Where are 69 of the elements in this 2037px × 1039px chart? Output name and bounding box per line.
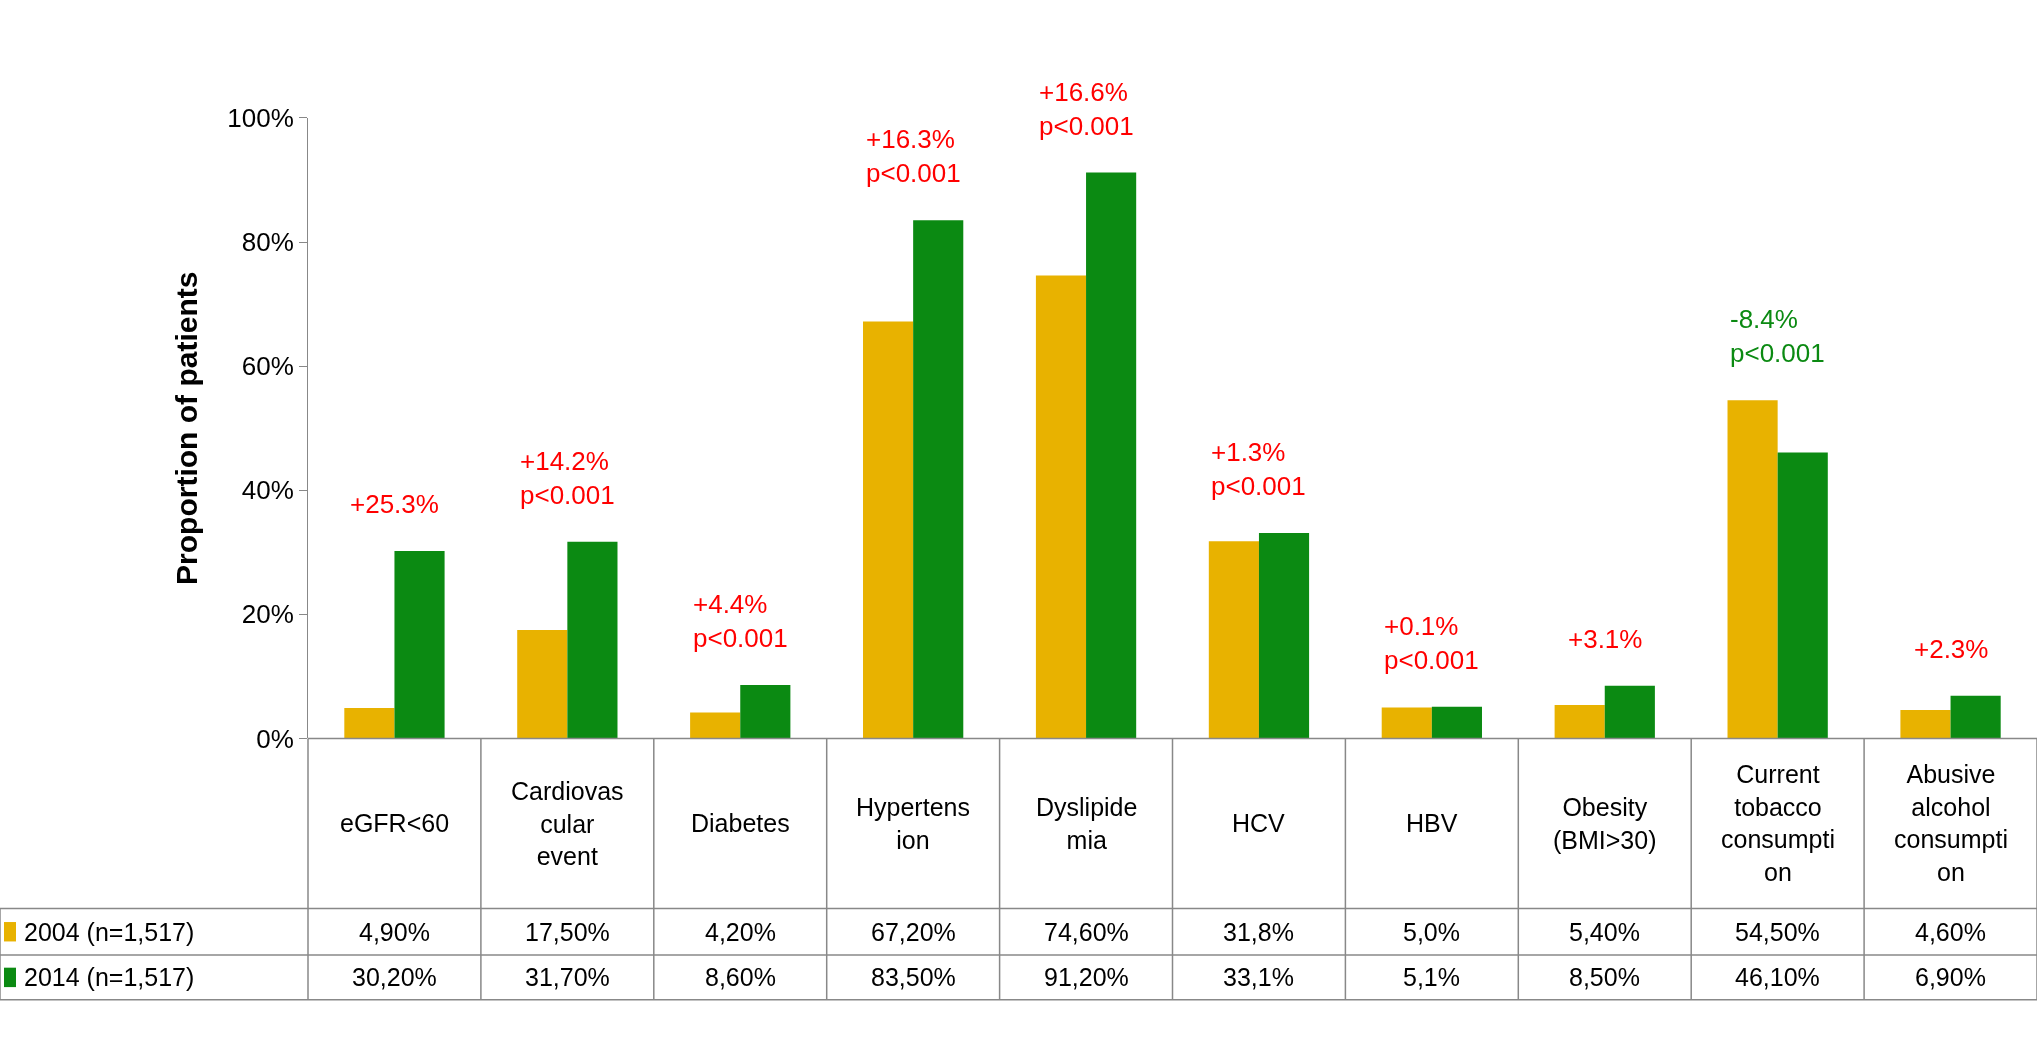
annotation: +4.4% p<0.001: [693, 589, 788, 653]
annotation: +0.1% p<0.001: [1384, 611, 1479, 675]
data-label: 46,10%: [1735, 963, 1820, 991]
bar: [1604, 685, 1655, 739]
data-label: 33,1%: [1223, 963, 1294, 991]
data-label: 67,20%: [871, 918, 956, 946]
data-label: 4,20%: [705, 918, 776, 946]
data-label: 4,60%: [1915, 918, 1986, 946]
data-label: 54,50%: [1735, 918, 1820, 946]
annotation: -8.4% p<0.001: [1730, 304, 1825, 368]
data-label: 31,8%: [1223, 918, 1294, 946]
bar: [1431, 706, 1482, 739]
x-tick-label: HBV: [1406, 809, 1458, 837]
bar: [1086, 172, 1137, 739]
data-label: 74,60%: [1044, 918, 1129, 946]
data-label: 91,20%: [1044, 963, 1129, 991]
data-label: 4,90%: [359, 918, 430, 946]
data-label: 30,20%: [352, 963, 437, 991]
y-tick-label: 0%: [256, 723, 294, 754]
bar: [1900, 709, 1951, 739]
legend-label: 2014 (n=1,517): [24, 963, 195, 991]
y-tick-label: 40%: [241, 475, 294, 506]
data-label: 6,90%: [1915, 963, 1986, 991]
data-label: 5,40%: [1569, 918, 1640, 946]
bar: [1035, 275, 1087, 739]
bar: [1381, 707, 1432, 739]
annotation: +16.3% p<0.001: [866, 124, 961, 188]
data-label: 17,50%: [525, 918, 610, 946]
x-tick-label: Cardiovas cular event: [511, 777, 624, 870]
bar: [913, 220, 964, 739]
bar: [1777, 452, 1828, 739]
bar: [1554, 704, 1605, 739]
y-tick-label: 20%: [241, 599, 294, 630]
x-tick-label: Obesity (BMI>30): [1553, 793, 1657, 854]
x-tick-label: Diabetes: [691, 809, 790, 837]
bar: [567, 541, 618, 739]
bar: [863, 321, 914, 739]
annotation: +1.3% p<0.001: [1211, 437, 1306, 501]
bar: [1208, 541, 1259, 739]
bar: [1727, 400, 1778, 739]
x-tick-label: HCV: [1232, 809, 1286, 837]
annotation: +2.3%: [1914, 634, 1989, 664]
bar: [740, 685, 791, 739]
x-tick-label: Current tobacco consumpti on: [1721, 760, 1835, 886]
data-label: 5,0%: [1403, 918, 1460, 946]
x-tick-label: Hypertens ion: [856, 793, 970, 854]
data-label: 31,70%: [525, 963, 610, 991]
y-tick-label: 100%: [227, 103, 294, 134]
y-tick-label: 60%: [241, 351, 294, 382]
data-label: 8,50%: [1569, 963, 1640, 991]
annotation: +16.6% p<0.001: [1039, 77, 1134, 141]
bar: [1950, 695, 2001, 739]
x-tick-label: eGFR<60: [340, 809, 450, 837]
x-tick-label: Abusive alcohol consumpti on: [1894, 760, 2008, 886]
legend-label: 2004 (n=1,517): [24, 918, 195, 946]
bar: [690, 712, 741, 739]
y-tick-label: 80%: [241, 227, 294, 258]
bar: [344, 708, 395, 739]
y-axis-title: Proportion of patients: [170, 271, 204, 585]
bar: [1258, 533, 1310, 739]
data-label: 8,60%: [705, 963, 776, 991]
annotation: +25.3%: [350, 489, 439, 519]
data-label: 83,50%: [871, 963, 956, 991]
bar: [517, 629, 568, 739]
annotation: +14.2% p<0.001: [520, 446, 615, 510]
bar: [394, 551, 445, 739]
data-label: 5,1%: [1403, 963, 1460, 991]
x-tick-label: Dyslipide mia: [1036, 793, 1138, 854]
annotation: +3.1%: [1568, 624, 1643, 654]
